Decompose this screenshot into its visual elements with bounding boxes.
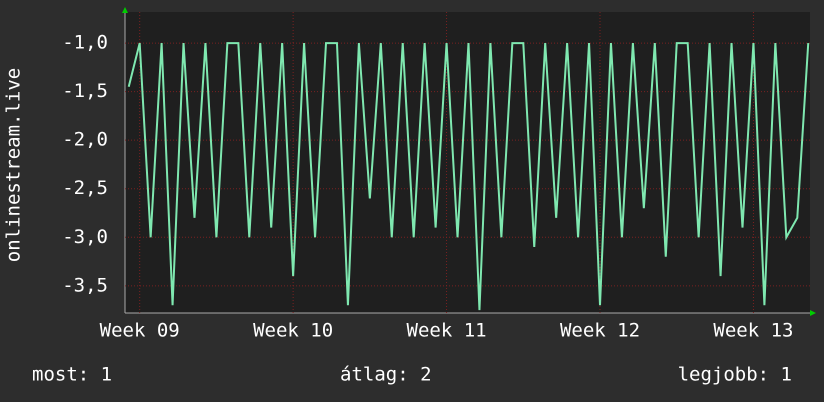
- x-tick-label: Week 13: [713, 320, 793, 342]
- y-tick-label: -2,0: [62, 129, 108, 151]
- footer-best: legjobb: 1: [678, 364, 792, 386]
- y-tick-label: -2,5: [62, 177, 108, 199]
- x-tick-label: Week 11: [407, 320, 487, 342]
- y-tick-label: -3,0: [62, 226, 108, 248]
- x-tick-label: Week 12: [560, 320, 640, 342]
- footer-average: átlag: 2: [340, 364, 432, 386]
- axis-arrow: [810, 310, 816, 316]
- x-tick-label: Week 10: [253, 320, 333, 342]
- y-tick-label: -1,5: [62, 80, 108, 102]
- y-tick-label: -3,5: [62, 274, 108, 296]
- data-line: [127, 42, 810, 311]
- x-tick-label: Week 09: [100, 320, 180, 342]
- y-tick-label: -1,0: [62, 32, 108, 54]
- axis-arrow: [122, 7, 128, 13]
- footer-current: most: 1: [32, 364, 112, 386]
- y-axis-label: onlinestream.live: [3, 68, 25, 262]
